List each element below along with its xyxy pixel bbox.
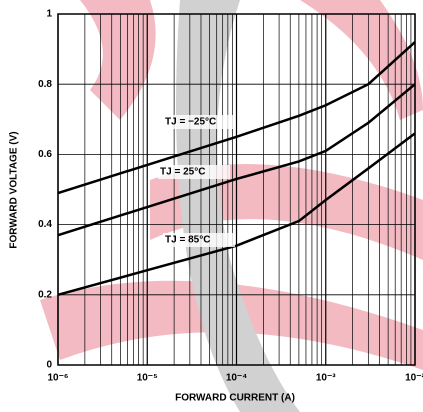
- y-tick-label: 0.6: [38, 149, 52, 160]
- chart: FORWARD CURRENT (A) FORWARD VOLTAGE (V) …: [0, 0, 423, 412]
- x-tick-label: 10⁻⁴: [226, 373, 247, 384]
- x-axis-label: FORWARD CURRENT (A): [175, 393, 295, 404]
- y-tick-label: 0.4: [38, 219, 52, 230]
- y-tick-label: 0: [46, 360, 52, 371]
- x-tick-label: 10⁻³: [316, 373, 336, 384]
- y-tick-label: 0.8: [38, 79, 52, 90]
- watermark: [40, 0, 423, 412]
- y-tick-label: 0.2: [38, 289, 52, 300]
- series-label: TJ = −25°C: [165, 117, 216, 128]
- y-tick-label: 1: [46, 9, 52, 20]
- x-tick-label: 10⁻⁵: [137, 373, 158, 384]
- y-axis-label: FORWARD VOLTAGE (V): [9, 131, 20, 248]
- x-tick-label: 10⁻⁶: [47, 373, 68, 384]
- series-label: TJ = 25°C: [160, 167, 205, 178]
- series-label: TJ = 85°C: [165, 235, 210, 246]
- x-tick-label: 10⁻²: [405, 373, 423, 384]
